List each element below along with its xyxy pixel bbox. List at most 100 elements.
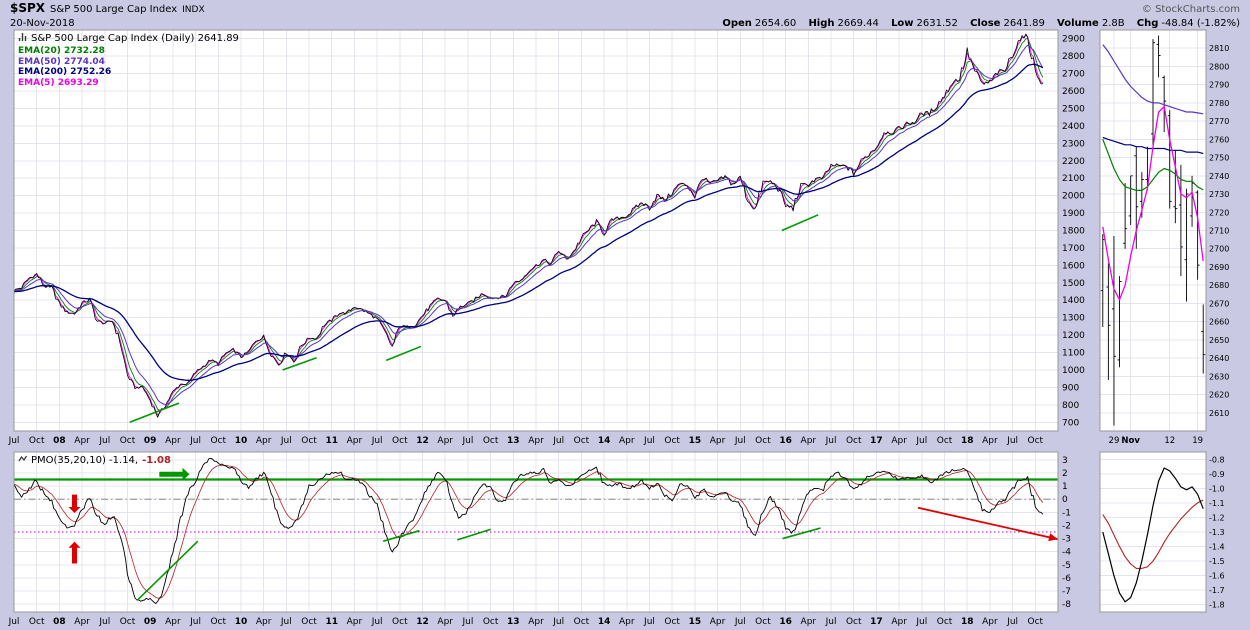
pmo-x-axis-label: Apr bbox=[347, 617, 363, 627]
price-x-axis-label: Jul bbox=[552, 436, 564, 446]
price-y-axis-label: 2800 bbox=[1062, 52, 1085, 62]
price-x-axis-label: 11 bbox=[325, 436, 338, 446]
pmo-x-axis-label: Oct bbox=[1028, 617, 1044, 627]
price-x-axis-label: Jul bbox=[643, 436, 655, 446]
price-x-axis-label: Oct bbox=[483, 436, 499, 446]
pmo-x-axis-label: Jul bbox=[280, 617, 292, 627]
pmo-y-axis-label: -4 bbox=[1062, 548, 1071, 558]
pmo-x-axis-label: Apr bbox=[801, 617, 817, 627]
price-y-axis-label: 1800 bbox=[1062, 227, 1085, 237]
inset-price-y-axis-label: 2630 bbox=[1209, 372, 1229, 381]
price-trendline bbox=[781, 214, 819, 232]
price-x-axis-label: 14 bbox=[598, 436, 611, 446]
pmo-x-axis-label: Apr bbox=[891, 617, 907, 627]
pmo-y-axis-label: 3 bbox=[1062, 456, 1068, 466]
price-x-axis-label: Apr bbox=[347, 436, 363, 446]
series-line bbox=[13, 464, 1044, 599]
inset-price-y-axis-label: 2660 bbox=[1209, 318, 1229, 327]
pmo-x-axis-label: 13 bbox=[507, 617, 520, 627]
pmo-y-axis-label: -2 bbox=[1062, 521, 1071, 531]
price-y-axis-label: 1600 bbox=[1062, 261, 1085, 271]
price-y-axis-label: 700 bbox=[1062, 418, 1079, 428]
plot-border bbox=[13, 29, 1059, 432]
price-x-axis-label: Apr bbox=[165, 436, 181, 446]
quote-open: Open 2654.60 bbox=[722, 18, 797, 29]
price-y-axis-label: 2700 bbox=[1062, 70, 1085, 80]
pmo-trendline bbox=[382, 529, 420, 542]
pmo-x-axis-label: Jul bbox=[461, 617, 473, 627]
pmo-x-axis-label: Apr bbox=[710, 617, 726, 627]
inset-price-y-axis-label: 2650 bbox=[1209, 336, 1229, 345]
series-line bbox=[1102, 44, 1204, 115]
price-trendline bbox=[129, 402, 180, 424]
inset-x-axis-label: 12 bbox=[1164, 436, 1175, 446]
quote-low: Low 2631.52 bbox=[891, 18, 958, 29]
pmo-x-axis-label: 16 bbox=[779, 617, 792, 627]
price-x-axis-label: 13 bbox=[507, 436, 520, 446]
price-x-axis-label: Oct bbox=[574, 436, 590, 446]
pmo-y-axis-label: -5 bbox=[1062, 561, 1071, 571]
price-y-axis-label: 2500 bbox=[1062, 104, 1085, 114]
series-line bbox=[13, 44, 1044, 405]
pmo-x-axis-label: 09 bbox=[144, 617, 157, 627]
price-x-axis-label: Apr bbox=[619, 436, 635, 446]
pmo-red-trendline bbox=[917, 506, 1059, 541]
pmo-trendline bbox=[782, 527, 821, 540]
pmo-x-axis-label: Jul bbox=[371, 617, 383, 627]
pmo-x-axis-label: Oct bbox=[392, 617, 408, 627]
price-y-axis-label: 1900 bbox=[1062, 209, 1085, 219]
inset-price-y-axis-label: 2740 bbox=[1209, 172, 1229, 181]
header-row-2: 20-Nov-2018 Open 2654.60 High 2669.44 Low 2… bbox=[0, 17, 1250, 30]
pmo-x-axis-label: 12 bbox=[416, 617, 429, 627]
price-x-axis-label: Apr bbox=[891, 436, 907, 446]
pmo-y-axis-label: -8 bbox=[1062, 600, 1071, 610]
price-x-axis-label: Oct bbox=[301, 436, 317, 446]
red-trendline-arrowhead bbox=[1048, 533, 1058, 542]
inset-price-y-axis-label: 2710 bbox=[1209, 227, 1229, 236]
pmo-y-axis-label: -7 bbox=[1062, 587, 1071, 597]
pmo-x-axis-label: Oct bbox=[29, 617, 45, 627]
inset-price-y-axis-label: 2800 bbox=[1209, 62, 1229, 71]
price-y-axis-label: 1100 bbox=[1062, 349, 1085, 359]
pmo-x-axis-label: Jul bbox=[734, 617, 746, 627]
pmo-x-axis-label: Jul bbox=[189, 617, 201, 627]
pmo-x-axis-label: Jul bbox=[98, 617, 110, 627]
pmo-trendline bbox=[457, 528, 491, 541]
price-x-axis-label: Jul bbox=[189, 436, 201, 446]
inset-price-y-axis-label: 2700 bbox=[1209, 245, 1229, 254]
price-y-axis-label: 2100 bbox=[1062, 174, 1085, 184]
quote-stats: Open 2654.60 High 2669.44 Low 2631.52 Close… bbox=[713, 17, 1240, 30]
pmo-x-axis-label: Oct bbox=[755, 617, 771, 627]
price-x-axis-label: 08 bbox=[53, 436, 66, 446]
down-arrow-annotation bbox=[68, 494, 81, 513]
pmo-x-axis-label: Jul bbox=[643, 617, 655, 627]
price-x-axis-label: Oct bbox=[755, 436, 771, 446]
pmo-x-axis-label: Oct bbox=[937, 617, 953, 627]
price-x-axis-label: Oct bbox=[1028, 436, 1044, 446]
quote-change: Chg -48.84 (-1.82%) bbox=[1136, 18, 1240, 29]
price-y-axis-label: 2900 bbox=[1062, 35, 1085, 45]
pmo-y-axis-label: -1 bbox=[1062, 508, 1071, 518]
price-y-axis-label: 2000 bbox=[1062, 192, 1085, 202]
price-x-axis-label: Apr bbox=[982, 436, 998, 446]
price-y-axis-label: 1700 bbox=[1062, 244, 1085, 254]
inset-price-y-axis-label: 2780 bbox=[1209, 99, 1229, 108]
pmo-x-axis-label: Jul bbox=[1006, 617, 1018, 627]
price-x-axis-label: Jul bbox=[825, 436, 837, 446]
pmo-x-axis-label: 17 bbox=[870, 617, 883, 627]
inset-pmo-y-axis-label: -1.8 bbox=[1209, 601, 1225, 610]
series-line bbox=[1102, 467, 1204, 603]
price-x-axis-label: Jul bbox=[98, 436, 110, 446]
plot-border bbox=[1099, 451, 1207, 613]
index-title: S&P 500 Large Cap Index bbox=[50, 4, 178, 15]
chart-date: 20-Nov-2018 bbox=[10, 18, 75, 29]
pmo-x-axis-label: Jul bbox=[915, 617, 927, 627]
header-row-1: $SPX S&P 500 Large Cap Index INDX © StockC… bbox=[0, 2, 1250, 17]
price-x-axis-label: Apr bbox=[256, 436, 272, 446]
pmo-x-axis-label: Apr bbox=[74, 617, 90, 627]
inset-pmo-y-axis-label: -1.5 bbox=[1209, 557, 1225, 566]
pmo-x-axis-label: Oct bbox=[664, 617, 680, 627]
series-line bbox=[13, 33, 1043, 418]
inset-price-y-axis-label: 2810 bbox=[1209, 44, 1229, 53]
